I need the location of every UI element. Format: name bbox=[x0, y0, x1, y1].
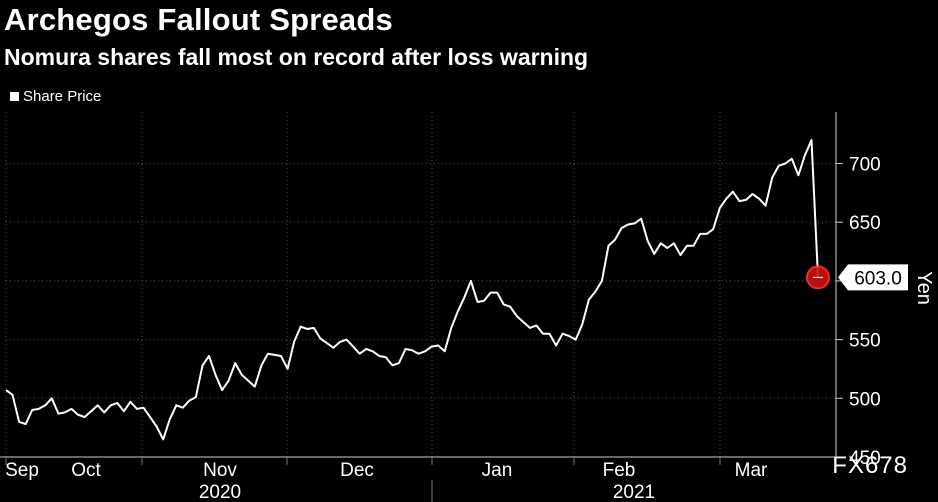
chart-title: Archegos Fallout Spreads bbox=[4, 2, 393, 37]
chart-subtitle: Nomura shares fall most on record after … bbox=[4, 44, 589, 70]
last-value-callout: 603.0 bbox=[838, 264, 908, 291]
y-tick-label: 550 bbox=[849, 331, 881, 352]
y-tick-label: 700 bbox=[849, 154, 881, 175]
legend-swatch bbox=[10, 92, 19, 101]
last-value-callout-box bbox=[838, 264, 908, 291]
x-tick-label: Dec bbox=[340, 460, 374, 481]
last-value-label: 603.0 bbox=[854, 268, 902, 289]
y-tick-label: 650 bbox=[849, 213, 881, 234]
y-tick-label: 450 bbox=[849, 448, 881, 469]
source-tag: FX678 bbox=[832, 452, 908, 479]
legend-label: Share Price bbox=[23, 88, 102, 105]
x-tick-label: Jan bbox=[482, 460, 513, 481]
x-tick-label: Mar bbox=[735, 460, 768, 481]
x-tick-label: Nov bbox=[203, 460, 237, 481]
x-tick-label: Sep bbox=[5, 460, 39, 481]
year-label: 2020 bbox=[199, 482, 241, 502]
x-tick-label: Feb bbox=[603, 460, 636, 481]
x-tick-label: Oct bbox=[71, 460, 101, 481]
year-label: 2021 bbox=[613, 482, 655, 502]
y-tick-label: 500 bbox=[849, 389, 881, 410]
share-price-line bbox=[5, 139, 819, 441]
legend: Share Price bbox=[10, 88, 101, 105]
y-axis-title: Yen bbox=[913, 271, 935, 305]
